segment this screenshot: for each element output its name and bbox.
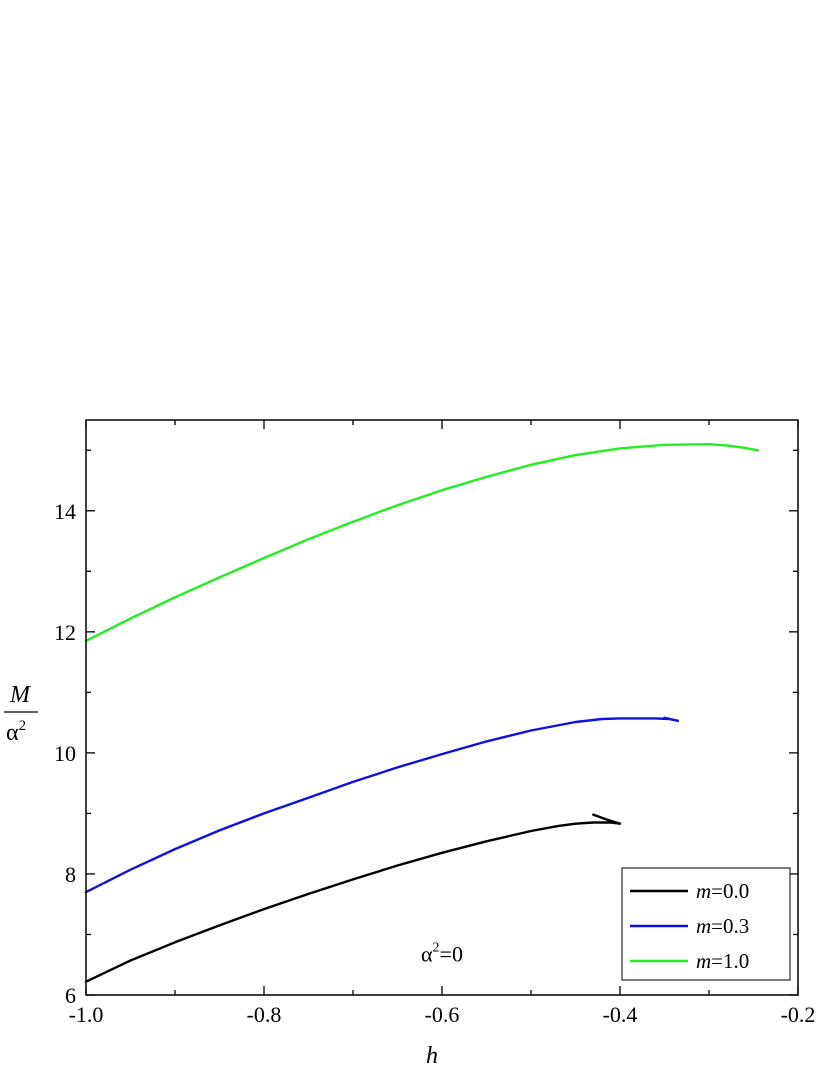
series-line-2 (84, 443, 760, 643)
legend-label-value: =0.0 (711, 879, 749, 903)
alpha-squared-annotation: α2=0 (421, 941, 463, 967)
plot-frame (85, 419, 799, 996)
legend-label-2: m=1.0 (696, 949, 749, 973)
y-tick-label: 6 (65, 983, 76, 1008)
legend-label-0: m=0.0 (696, 879, 749, 903)
x-tick-label: -0.4 (603, 1002, 638, 1027)
y-axis-label-denominator: α2 (6, 718, 26, 746)
x-tick-label: -0.8 (247, 1002, 282, 1027)
y-axis-label-alpha: α (6, 720, 19, 746)
annotation-alpha: α (421, 942, 433, 967)
legend-label-value: =1.0 (711, 949, 749, 973)
annotation-exponent: 2 (433, 941, 440, 956)
y-tick-label: 10 (54, 741, 76, 766)
series-line-0 (84, 813, 622, 983)
y-tick-label: 12 (54, 620, 76, 645)
series-layer (84, 443, 760, 983)
x-tick-label: -0.2 (781, 1002, 816, 1027)
legend-label-var: m (696, 879, 711, 903)
y-tick-label: 8 (65, 862, 76, 887)
y-axis-label: M α2 (4, 682, 38, 746)
annotation-value: =0 (440, 942, 463, 967)
legend: m=0.0m=0.3m=1.0 (621, 867, 791, 981)
y-tick-label: 14 (54, 499, 76, 524)
legend-label-1: m=0.3 (696, 914, 749, 938)
x-tick-label: -1.0 (69, 1002, 104, 1027)
series-line-1 (84, 716, 680, 894)
legend-entries: m=0.0m=0.3m=1.0 (630, 879, 749, 973)
legend-label-var: m (696, 949, 711, 973)
ticks-layer: -1.0 -0.8 -0.6 -0.4 -0.2 6 8 10 12 14 (54, 420, 815, 1027)
y-axis-label-exponent: 2 (19, 718, 27, 734)
legend-label-var: m (696, 914, 711, 938)
x-axis-label: h (426, 1043, 438, 1069)
x-tick-label: -0.6 (425, 1002, 460, 1027)
legend-label-value: =0.3 (711, 914, 749, 938)
y-axis-label-numerator: M (9, 682, 32, 708)
